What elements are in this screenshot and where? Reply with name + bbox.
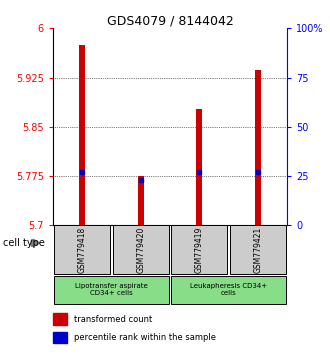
Bar (196, 109, 202, 225)
Bar (171, 225, 227, 274)
Bar (53, 313, 67, 325)
Bar (138, 176, 144, 225)
Title: GDS4079 / 8144042: GDS4079 / 8144042 (107, 14, 233, 27)
Bar (54, 275, 169, 304)
Bar (230, 225, 286, 274)
Text: Lipotransfer aspirate
CD34+ cells: Lipotransfer aspirate CD34+ cells (75, 283, 148, 296)
Bar (171, 275, 286, 304)
Text: GSM779418: GSM779418 (78, 227, 86, 273)
Text: cell type: cell type (3, 238, 45, 248)
Text: GSM779420: GSM779420 (136, 227, 145, 273)
Text: Leukapheresis CD34+
cells: Leukapheresis CD34+ cells (190, 283, 267, 296)
Bar (113, 225, 169, 274)
Bar (53, 332, 67, 343)
Text: GSM779419: GSM779419 (195, 227, 204, 273)
Text: percentile rank within the sample: percentile rank within the sample (74, 333, 216, 342)
Text: GSM779421: GSM779421 (253, 227, 262, 273)
Bar (79, 45, 85, 225)
Bar (54, 225, 110, 274)
Bar (255, 70, 261, 225)
Text: transformed count: transformed count (74, 315, 152, 324)
